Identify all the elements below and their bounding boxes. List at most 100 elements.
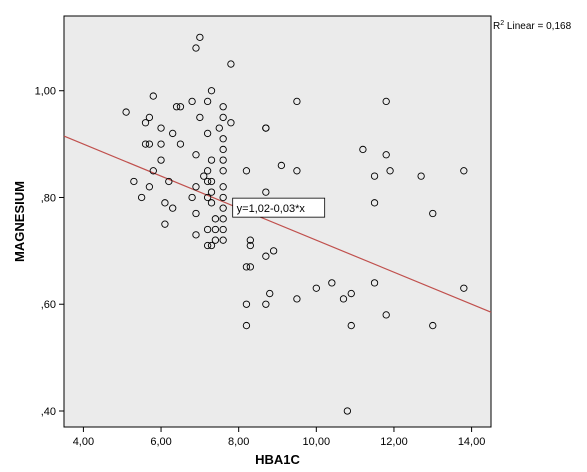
fit-equation-box [232, 197, 326, 218]
data-point [203, 97, 212, 106]
data-point [328, 279, 336, 287]
data-point [169, 129, 177, 138]
data-point [145, 183, 154, 191]
data-point [246, 263, 254, 271]
data-point [219, 145, 227, 154]
data-point [242, 263, 251, 271]
data-point [196, 113, 204, 122]
data-point [293, 295, 301, 303]
x-axis-label: HBA1C [255, 452, 300, 467]
data-point [242, 167, 251, 175]
data-point [242, 321, 251, 330]
data-point [219, 236, 227, 244]
data-point [149, 167, 157, 175]
data-point [145, 140, 154, 148]
data-point [312, 284, 320, 292]
x-tick-label: 14,00 [458, 436, 486, 448]
data-point [246, 241, 254, 250]
y-tick-label: ,80 [41, 192, 56, 204]
data-point [145, 113, 154, 122]
data-point [347, 289, 355, 298]
data-point [386, 167, 394, 175]
r2-superscript: 2 [500, 20, 504, 27]
data-point [266, 289, 274, 298]
data-point [219, 215, 227, 223]
data-point [203, 167, 212, 175]
data-point [172, 103, 181, 111]
data-point [192, 231, 200, 239]
x-tick-label: 10,00 [303, 436, 331, 448]
data-point [196, 33, 204, 42]
data-point [262, 124, 270, 132]
y-tick-label: 1,00 [35, 86, 56, 98]
x-tick-label: 8,00 [228, 436, 249, 448]
data-point [293, 167, 301, 175]
data-point [188, 193, 196, 202]
x-tick-label: 12,00 [380, 436, 408, 448]
fit-label-group: y=1,02-0,03*x [232, 197, 326, 218]
data-point [347, 321, 355, 330]
data-point [165, 177, 173, 186]
data-point [207, 188, 216, 196]
data-point [262, 188, 270, 196]
data-point [219, 113, 227, 122]
r2-legend: R2 Linear = 0,168 [493, 20, 572, 32]
data-point [137, 193, 146, 202]
data-point [211, 225, 220, 234]
data-point [219, 135, 227, 143]
data-point [382, 97, 390, 106]
data-point [343, 407, 352, 415]
data-point [188, 97, 196, 106]
data-point [277, 161, 286, 170]
data-point [161, 220, 169, 228]
fit-line [63, 135, 492, 313]
data-point [219, 204, 227, 212]
data-point [269, 247, 278, 255]
y-axis-label: MAGNESIUM [12, 181, 27, 262]
data-point [227, 119, 235, 127]
r2-text: Linear = 0,168 [504, 21, 571, 32]
y-tick-label: ,40 [41, 406, 56, 418]
x-tick-label: 6,00 [150, 436, 171, 448]
data-point [429, 321, 437, 330]
data-point [157, 140, 165, 148]
data-point [219, 156, 227, 164]
data-point [192, 183, 200, 191]
data-point [382, 151, 390, 159]
data-point [246, 236, 254, 244]
fit-equation-label: y=1,02-0,03*x [237, 203, 306, 215]
data-point [460, 284, 468, 292]
y-tick-label: ,60 [41, 299, 56, 311]
data-point [293, 97, 301, 106]
data-point [262, 300, 270, 308]
data-point [192, 151, 200, 159]
data-point [207, 199, 216, 207]
data-point [219, 167, 227, 175]
data-point [219, 225, 227, 234]
data-point [227, 60, 235, 68]
points-group [122, 33, 468, 415]
data-point [122, 108, 130, 116]
y-axis: ,40 ,60 ,80 1,00 [35, 86, 64, 418]
data-point [219, 193, 227, 202]
x-tick-label: 4,00 [73, 436, 94, 448]
data-point [460, 167, 468, 175]
data-point [417, 172, 425, 180]
data-point [161, 199, 169, 207]
fit-line-group [63, 135, 492, 313]
data-point [203, 225, 212, 234]
data-point [207, 87, 216, 95]
data-point [157, 124, 165, 132]
data-point [207, 177, 216, 186]
data-point [203, 177, 212, 186]
data-point [176, 140, 185, 148]
plot-area [63, 15, 492, 428]
data-point [141, 119, 150, 127]
data-point [192, 209, 200, 218]
data-point [215, 124, 223, 132]
data-point [370, 172, 379, 180]
data-point [211, 215, 220, 223]
data-point [200, 172, 208, 180]
